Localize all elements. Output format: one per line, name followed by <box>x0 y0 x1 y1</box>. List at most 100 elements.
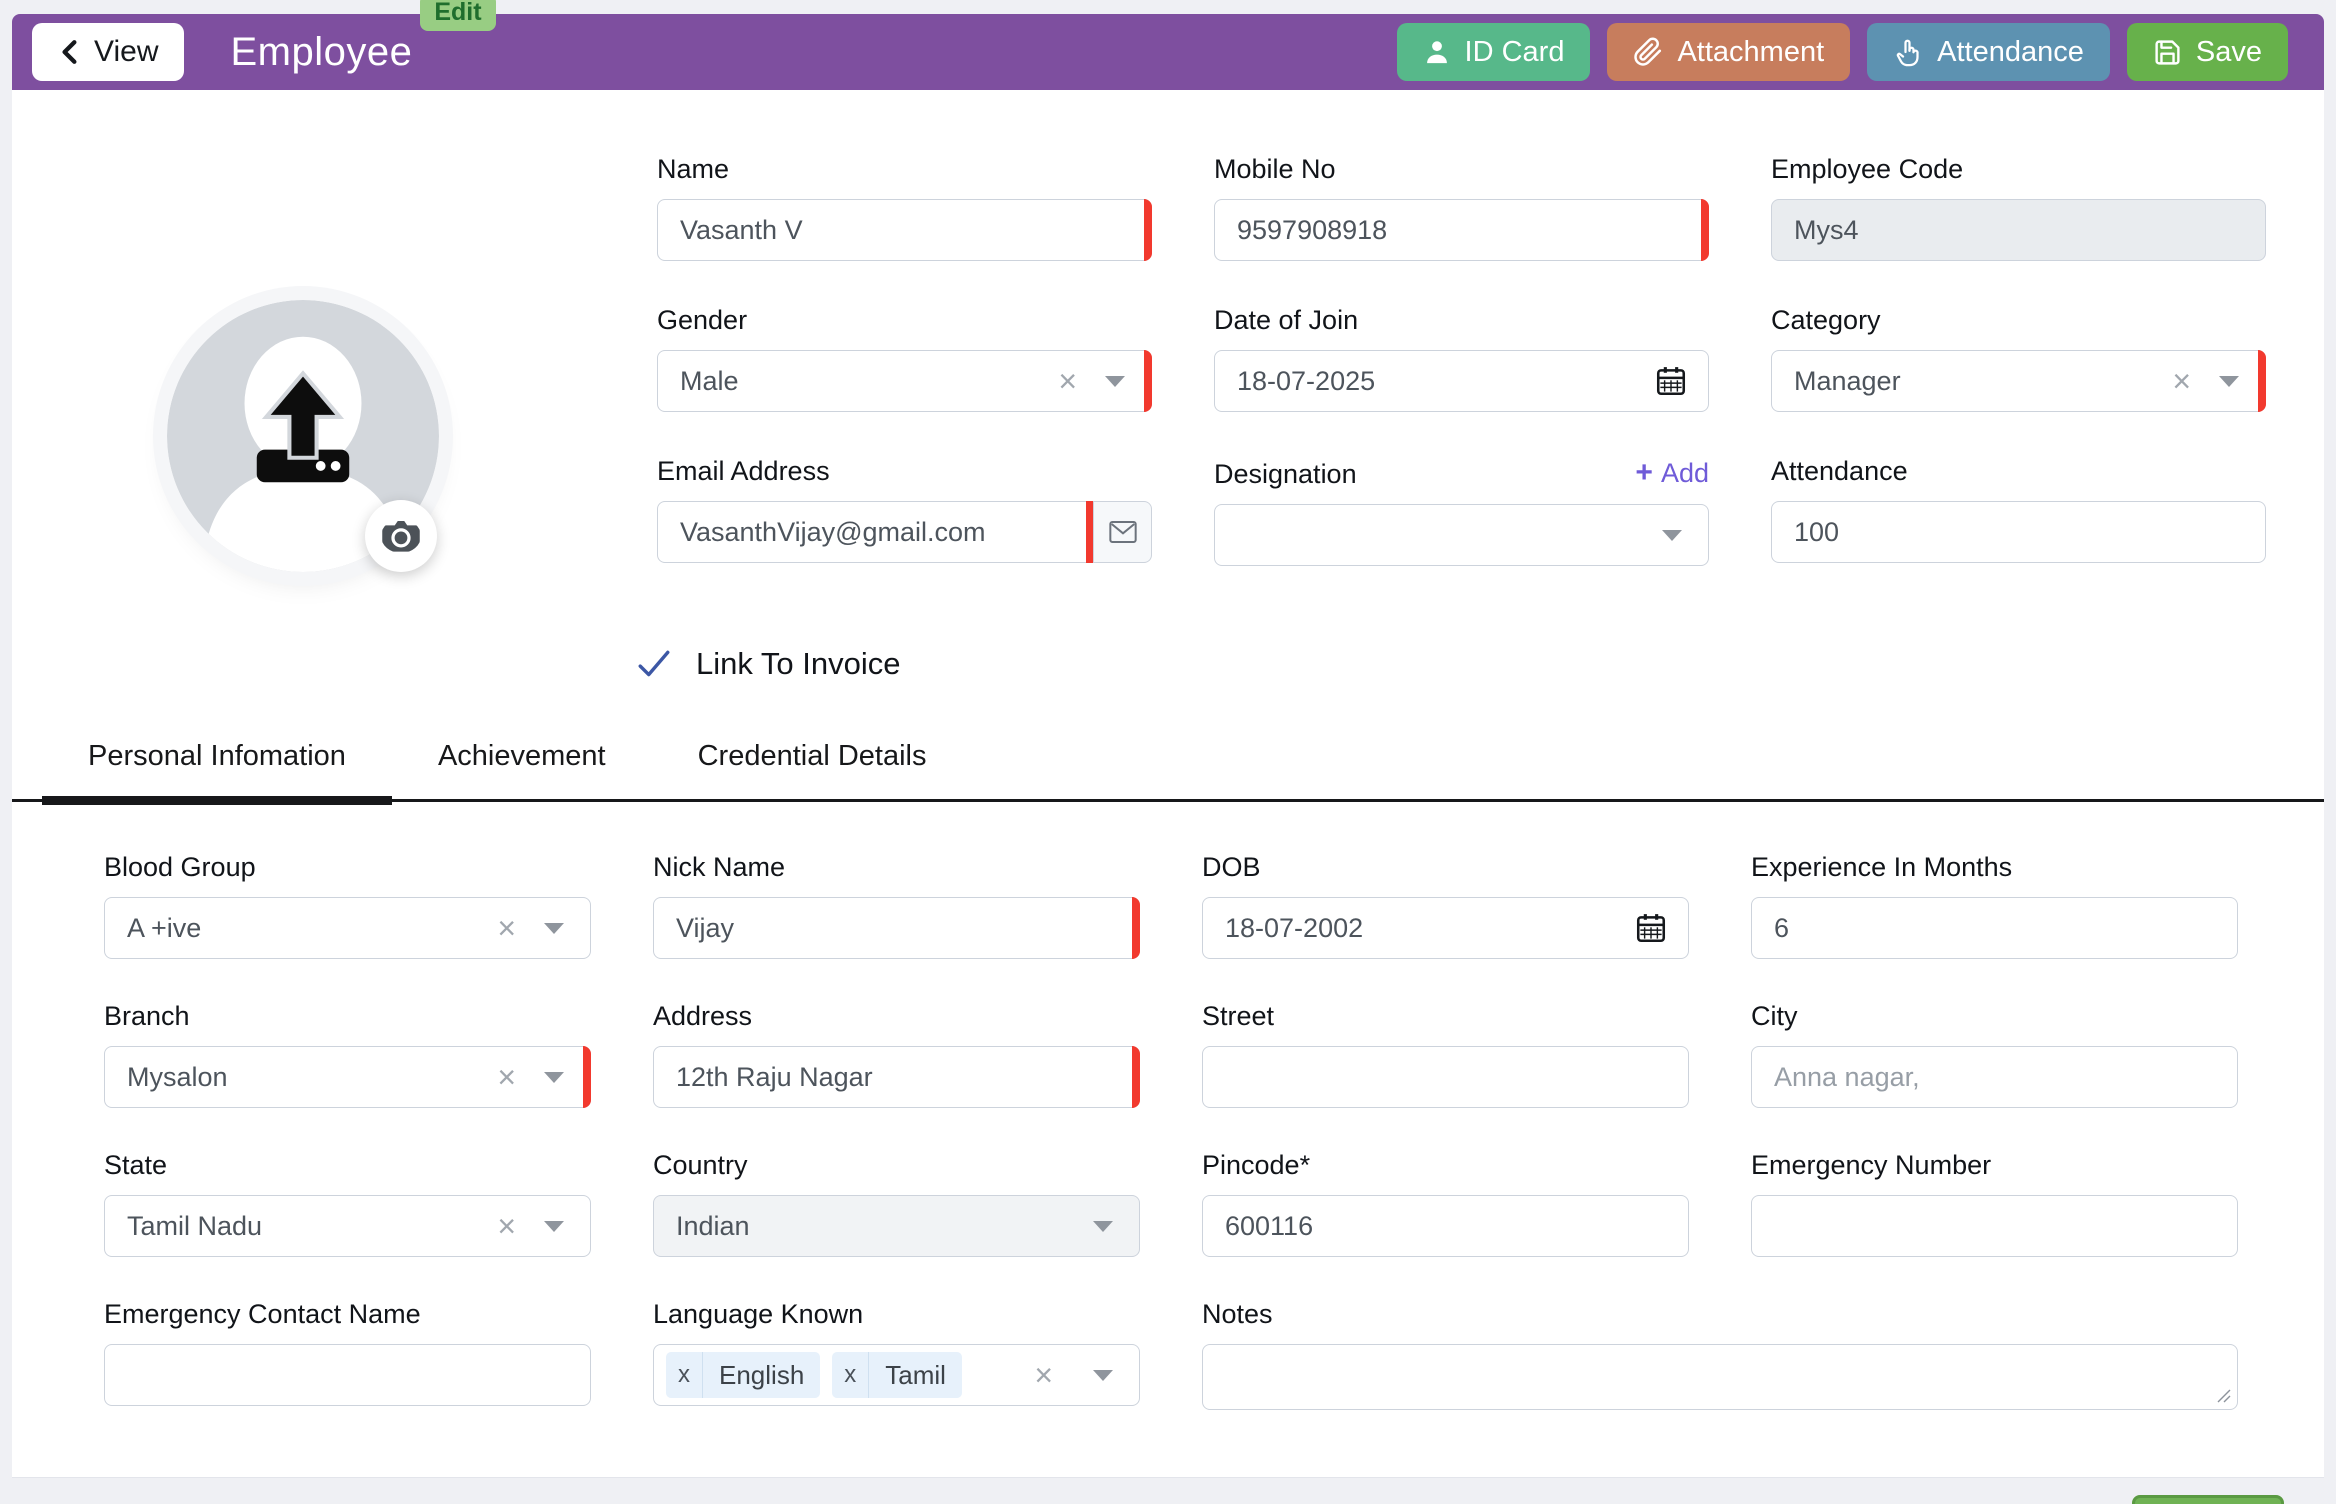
dob-input-box <box>1202 897 1689 959</box>
name-input-box <box>657 199 1152 261</box>
employee-code-input <box>1772 214 2265 246</box>
designation-label: Designation <box>1214 459 1357 489</box>
chevron-down-icon[interactable] <box>544 922 564 934</box>
address-input-box <box>653 1046 1140 1108</box>
link-to-invoice-label[interactable]: Link To Invoice <box>696 646 901 681</box>
pincode-input[interactable] <box>1203 1210 1688 1242</box>
address-field: Address <box>653 1001 1140 1108</box>
address-label: Address <box>653 1001 753 1031</box>
clear-icon[interactable]: × <box>1034 1357 1053 1393</box>
country-select[interactable]: Indian <box>653 1195 1140 1257</box>
save-button[interactable]: Save <box>2126 23 2288 81</box>
blood-group-field: Blood Group A +ive × <box>104 852 591 959</box>
branch-value: Mysalon <box>127 1061 228 1092</box>
city-input-box <box>1751 1046 2238 1108</box>
dob-field: DOB <box>1202 852 1689 959</box>
branch-select[interactable]: Mysalon × <box>104 1046 591 1108</box>
tab-personal-information[interactable]: Personal Infomation <box>42 740 392 805</box>
chevron-down-icon[interactable] <box>1093 1369 1113 1381</box>
chevron-down-icon[interactable] <box>1105 375 1125 387</box>
attendance-field: Attendance <box>1771 456 2266 566</box>
resize-handle-icon[interactable] <box>2216 1388 2232 1404</box>
clear-icon[interactable]: × <box>497 1208 516 1244</box>
language-known-multiselect[interactable]: x English x Tamil × <box>653 1344 1140 1406</box>
calendar-icon[interactable] <box>1634 911 1668 945</box>
chevron-left-icon <box>62 40 77 64</box>
clear-icon[interactable]: × <box>1058 363 1077 399</box>
id-card-button[interactable]: ID Card <box>1396 23 1591 81</box>
bottom-button-sliver[interactable] <box>2132 1495 2284 1504</box>
email-input-group <box>657 501 1152 563</box>
blood-group-select[interactable]: A +ive × <box>104 897 591 959</box>
emergency-contact-name-input[interactable] <box>105 1359 590 1391</box>
nick-name-input-box <box>653 897 1140 959</box>
language-chip-label: English <box>719 1359 805 1390</box>
email-label: Email Address <box>657 456 830 486</box>
email-input[interactable] <box>658 516 1093 548</box>
dob-input[interactable] <box>1203 912 1634 944</box>
tab-credential-details[interactable]: Credential Details <box>697 740 927 772</box>
attendance-button-label: Attendance <box>1937 35 2084 68</box>
gender-field: Gender Male × <box>657 305 1152 412</box>
email-field: Email Address <box>657 456 1152 566</box>
chevron-down-icon[interactable] <box>544 1220 564 1232</box>
street-input[interactable] <box>1203 1061 1688 1093</box>
mobile-field: Mobile No <box>1214 154 1709 261</box>
view-button[interactable]: View <box>32 23 185 81</box>
chevron-down-icon[interactable] <box>1662 529 1682 541</box>
upload-icon <box>256 370 350 483</box>
address-input[interactable] <box>654 1061 1139 1093</box>
state-select[interactable]: Tamil Nadu × <box>104 1195 591 1257</box>
attendance-button[interactable]: Attendance <box>1867 23 2110 81</box>
blood-group-value: A +ive <box>127 912 202 943</box>
category-value: Manager <box>1794 365 1901 396</box>
emergency-contact-name-input-box <box>104 1344 591 1406</box>
notes-input[interactable] <box>1203 1345 2237 1409</box>
chip-remove-icon[interactable]: x <box>666 1352 703 1398</box>
mobile-label: Mobile No <box>1214 154 1336 184</box>
chevron-down-icon[interactable] <box>2219 375 2239 387</box>
employee-code-label: Employee Code <box>1771 154 1964 184</box>
clear-icon[interactable]: × <box>497 1059 516 1095</box>
emergency-number-input[interactable] <box>1752 1210 2237 1242</box>
category-select[interactable]: Manager × <box>1771 350 2266 412</box>
experience-input[interactable] <box>1752 912 2237 944</box>
chip-remove-icon[interactable]: x <box>832 1352 870 1398</box>
envelope-icon <box>1108 521 1137 543</box>
mobile-input[interactable] <box>1215 214 1708 246</box>
name-label: Name <box>657 154 730 184</box>
chevron-down-icon[interactable] <box>1093 1220 1113 1232</box>
chevron-down-icon[interactable] <box>544 1071 564 1083</box>
gender-value: Male <box>680 365 739 396</box>
notes-label: Notes <box>1202 1299 1273 1329</box>
notes-input-box <box>1202 1344 2238 1410</box>
page-title: Employee <box>230 29 413 74</box>
nick-name-input[interactable] <box>654 912 1139 944</box>
state-value: Tamil Nadu <box>127 1210 263 1241</box>
attendance-input[interactable] <box>1772 516 2265 548</box>
emergency-number-field: Emergency Number <box>1751 1150 2238 1257</box>
branch-field: Branch Mysalon × <box>104 1001 591 1108</box>
date-of-join-input[interactable] <box>1215 365 1654 397</box>
city-input[interactable] <box>1752 1061 2237 1093</box>
language-chip-label: Tamil <box>885 1359 946 1390</box>
avatar[interactable] <box>167 300 439 572</box>
name-input[interactable] <box>658 214 1151 246</box>
pincode-input-box <box>1202 1195 1689 1257</box>
clear-icon[interactable]: × <box>2172 363 2191 399</box>
personal-information-grid: Blood Group A +ive × Nick Name DOB <box>12 802 2324 1470</box>
calendar-icon[interactable] <box>1654 364 1688 398</box>
notes-field: Notes <box>1202 1299 2238 1410</box>
tab-achievement[interactable]: Achievement <box>437 740 606 772</box>
save-icon <box>2155 39 2180 65</box>
attachment-button[interactable]: Attachment <box>1607 23 1851 81</box>
designation-select[interactable] <box>1214 504 1709 566</box>
gender-select[interactable]: Male × <box>657 350 1152 412</box>
state-field: State Tamil Nadu × <box>104 1150 591 1257</box>
add-designation-link[interactable]: + Add <box>1635 456 1709 490</box>
change-photo-button[interactable] <box>365 500 437 572</box>
checkmark-icon[interactable] <box>636 647 672 681</box>
emergency-number-label: Emergency Number <box>1751 1150 1992 1180</box>
clear-icon[interactable]: × <box>497 910 516 946</box>
